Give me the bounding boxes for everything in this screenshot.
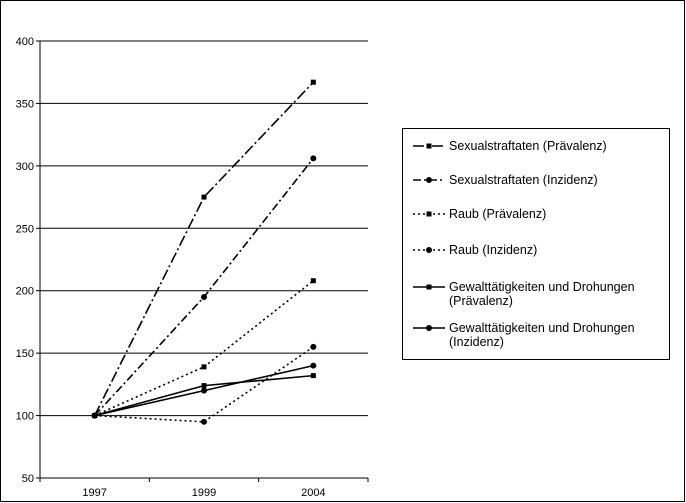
legend-swatch xyxy=(413,177,445,183)
data-point xyxy=(201,364,207,370)
legend-swatch-marker xyxy=(426,284,432,290)
legend-swatch-marker xyxy=(426,143,432,149)
legend-label-line: (Inzidenz) xyxy=(449,335,504,349)
y-tick-label: 350 xyxy=(16,98,34,110)
legend-label: Sexualstraftaten (Prävalenz) xyxy=(449,139,671,153)
data-point xyxy=(310,362,317,369)
legend: Sexualstraftaten (Prävalenz) Sexualstraft… xyxy=(402,128,670,360)
y-tick-label: 200 xyxy=(16,286,34,298)
legend-label-line: Sexualstraftaten (Inzidenz) xyxy=(449,173,598,187)
data-point xyxy=(310,79,316,85)
data-point xyxy=(201,293,207,300)
series-5 xyxy=(92,373,316,419)
data-point xyxy=(91,412,98,419)
legend-label-line: Gewalttätigkeiten und Drohungen xyxy=(449,321,635,335)
data-point xyxy=(201,418,207,425)
legend-label-line: Raub (Inzidenz) xyxy=(449,243,538,257)
legend-label: Raub (Prävalenz) xyxy=(449,207,671,221)
series-line xyxy=(94,346,314,423)
legend-label: Raub (Inzidenz) xyxy=(449,243,671,257)
x-tick-label: 1999 xyxy=(192,487,216,499)
series-line xyxy=(93,81,314,416)
series-line xyxy=(94,280,314,417)
legend-swatch xyxy=(413,284,445,290)
y-tick-label: 250 xyxy=(16,223,34,235)
series-line xyxy=(94,374,314,417)
legend-swatch xyxy=(413,247,445,253)
y-tick-label: 150 xyxy=(16,348,34,360)
legend-label: Sexualstraftaten (Inzidenz) xyxy=(449,173,671,187)
legend-swatch xyxy=(413,143,445,149)
legend-label: Gewalttätigkeiten und Drohungen (Inzidenz… xyxy=(449,321,671,349)
data-point xyxy=(310,278,316,284)
data-point xyxy=(310,155,317,162)
y-tick-label: 50 xyxy=(22,473,34,485)
x-tick-label: 2004 xyxy=(301,487,325,499)
legend-swatch-marker xyxy=(426,247,432,253)
legend-swatch xyxy=(413,211,445,217)
legend-swatch-marker xyxy=(426,177,432,183)
legend-swatch-marker xyxy=(426,325,432,331)
legend-label: Gewalttätigkeiten und Drohungen (Prävalen… xyxy=(449,280,671,308)
legend-label-line: (Prävalenz) xyxy=(449,294,513,308)
y-tick-label: 400 xyxy=(16,36,34,48)
legend-label-line: Raub (Prävalenz) xyxy=(449,207,547,221)
legend-label-line: Gewalttätigkeiten und Drohungen xyxy=(449,280,635,294)
y-tick-label: 300 xyxy=(16,161,34,173)
legend-label-line: Sexualstraftaten (Prävalenz) xyxy=(449,139,607,153)
data-point xyxy=(201,194,207,200)
series-6 xyxy=(91,362,317,419)
y-tick-label: 100 xyxy=(16,411,34,423)
data-point xyxy=(310,343,317,350)
data-point xyxy=(201,387,207,394)
legend-swatch-marker xyxy=(426,211,432,217)
data-point xyxy=(201,383,207,389)
legend-swatch xyxy=(413,325,445,331)
data-point xyxy=(310,373,316,379)
x-tick-label: 1997 xyxy=(82,487,106,499)
